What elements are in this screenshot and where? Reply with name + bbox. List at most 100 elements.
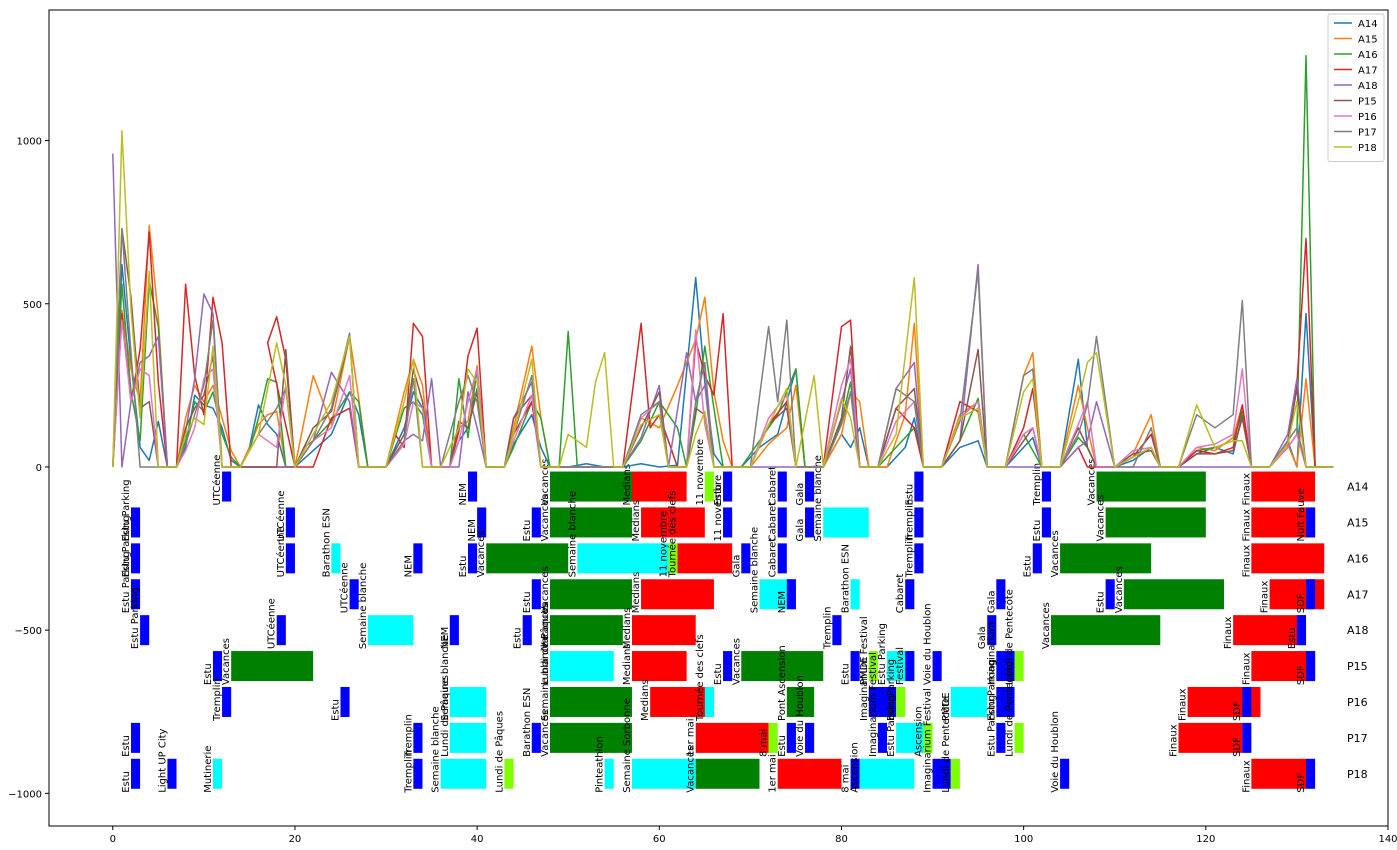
event-bar: [440, 758, 487, 789]
event-bar: [140, 615, 150, 646]
event-bar: [950, 758, 960, 789]
event-bar: [522, 615, 532, 646]
event-bar: [832, 615, 842, 646]
event-label: Estu Parking: [130, 587, 141, 649]
event-bar: [932, 758, 951, 789]
event-label: Vacances: [1114, 566, 1125, 613]
event-bar: [695, 758, 760, 789]
event-bar: [823, 507, 869, 538]
event-label: Tremplin: [904, 535, 915, 579]
event-bar: [1251, 651, 1316, 682]
series-layer: [112, 54, 1334, 468]
event-label: 8 mai: [759, 729, 770, 757]
event-bar: [486, 543, 569, 574]
event-bar: [868, 651, 878, 682]
y-tick-label: −500: [15, 626, 42, 637]
event-label: Semaine blanche: [358, 563, 369, 649]
row-label: A18: [1347, 624, 1369, 637]
event-bar: [413, 758, 423, 789]
event-bar: [1032, 543, 1042, 574]
event-label: Finaux: [1168, 724, 1179, 757]
event-label: SDF: [1296, 593, 1307, 613]
event-bar: [212, 651, 223, 682]
event-bar: [932, 651, 942, 682]
event-bar: [604, 758, 614, 789]
event-label: NEM: [440, 627, 451, 649]
series-line-p18: [112, 130, 1334, 468]
event-bar: [777, 507, 787, 538]
event-bar: [1060, 758, 1070, 789]
event-bar: [805, 471, 815, 502]
event-bar: [1123, 579, 1225, 610]
event-label: PMDE: [941, 692, 952, 721]
legend-entry: A17: [1358, 66, 1378, 77]
event-label: NEM: [403, 555, 414, 577]
event-label: Estu: [1032, 520, 1043, 542]
event-label: Lundi de Pâques: [439, 675, 451, 757]
event-label: 11 novembre: [713, 475, 724, 542]
x-tick-label: 20: [289, 834, 302, 845]
event-label: SDF: [1296, 773, 1307, 793]
event-label: 11 novembre: [695, 439, 706, 506]
legend-entry: A14: [1358, 19, 1378, 30]
event-bar: [276, 615, 286, 646]
event-label: Tournée des clefs: [694, 634, 706, 722]
x-tick-label: 0: [110, 834, 116, 845]
legend-entry: P18: [1358, 143, 1377, 154]
event-label: NEM: [467, 519, 478, 541]
event-label: Vacances: [1050, 530, 1061, 577]
event-label: Estu: [713, 663, 724, 685]
event-bar: [777, 758, 842, 789]
event-bar: [340, 686, 350, 717]
event-bar: [1306, 507, 1316, 538]
event-label: Finaux: [1241, 545, 1252, 578]
event-label: PMDE: [859, 656, 870, 685]
row-labels: A14 A15 A16 A17 A18 P15 P16 P17 P18: [1347, 481, 1369, 781]
event-bar: [577, 543, 678, 574]
event-label: Gala: [977, 626, 988, 649]
event-bar: [1014, 722, 1024, 753]
event-label: Finaux: [1241, 760, 1252, 793]
event-bar: [768, 722, 778, 753]
legend-entry: P17: [1358, 128, 1377, 139]
event-bar: [723, 507, 733, 538]
event-bar: [1041, 471, 1051, 502]
legend-entry: P15: [1358, 97, 1377, 108]
legend: A14 A15 A16 A17 A18 P15 P16 P17 P18: [1327, 13, 1385, 162]
row-label: A15: [1347, 516, 1369, 529]
event-label: Lundi de Pâques: [493, 711, 505, 793]
event-label: Ascension: [913, 706, 924, 756]
event-label: Vacances: [540, 459, 551, 506]
event-label: Estu Parking: [121, 551, 132, 613]
y-tick-label: 1000: [17, 137, 42, 148]
event-bar: [914, 543, 924, 574]
x-tick-label: 120: [1196, 834, 1215, 845]
event-bar: [741, 651, 824, 682]
event-label: NEM: [777, 591, 788, 613]
x-tick-label: 40: [471, 834, 484, 845]
event-bar: [850, 651, 860, 682]
event-bar: [631, 758, 696, 789]
event-label: Tremplin: [212, 678, 223, 722]
event-label: Estu: [841, 663, 852, 685]
event-label: Estu: [904, 484, 915, 506]
event-bar: [850, 758, 860, 789]
event-bar: [631, 615, 696, 646]
event-label: Finaux: [1241, 652, 1252, 685]
event-bar: [449, 722, 487, 753]
event-label: Vacances: [221, 638, 232, 685]
event-bar: [449, 686, 487, 717]
event-bar: [996, 686, 1015, 717]
row-label: P18: [1347, 768, 1368, 781]
event-label: Light UP City: [157, 728, 168, 792]
event-label: Finaux: [1260, 581, 1271, 614]
event-bar: [549, 686, 632, 717]
event-bar: [859, 758, 915, 789]
event-bar: [222, 471, 232, 502]
event-label: Voie du Houblon: [795, 675, 806, 757]
event-bar: [1251, 471, 1316, 502]
event-label: Semaine Sorbonne: [622, 698, 633, 793]
row-label: P16: [1347, 696, 1368, 709]
event-bar: [367, 615, 414, 646]
